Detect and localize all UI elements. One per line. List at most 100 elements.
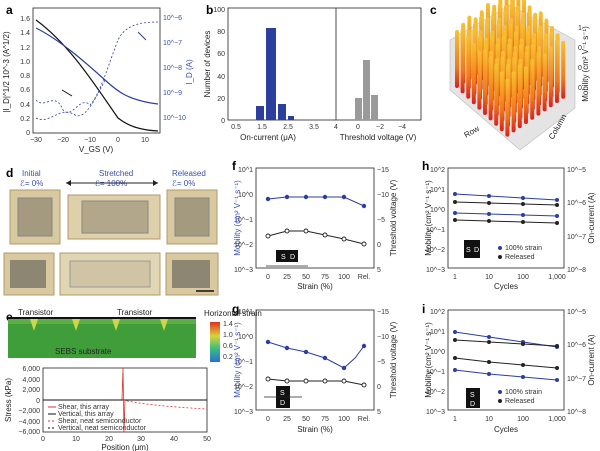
panel-h-legend: 100% strain Released	[498, 245, 542, 261]
panel-b-xlabel-left: On-current (μA)	[240, 133, 296, 142]
svg-text:4,000: 4,000	[22, 377, 40, 384]
panel-f-mobility-line	[267, 196, 365, 207]
svg-text:80: 80	[217, 29, 225, 36]
panel-a-log-curve	[35, 27, 159, 105]
svg-text:1.4: 1.4	[223, 321, 233, 328]
panel-f-xlabel: Strain (%)	[297, 282, 333, 291]
svg-text:50: 50	[302, 274, 310, 281]
panel-f: f 10^1 10^0 10^−1 10^−2 10^−3 −15 −10 −5…	[232, 159, 398, 291]
panel-b-xticks-right: 4 0 −2 −4	[334, 124, 406, 131]
panel-e-neat-line	[122, 399, 208, 410]
panel-d-photo-micro-stretched-film	[69, 260, 151, 288]
pillar	[471, 43, 476, 105]
svg-text:75: 75	[321, 416, 329, 423]
svg-text:10^−8: 10^−8	[567, 267, 586, 274]
svg-text:6,000: 6,000	[22, 366, 40, 373]
panel-d-stretched: Stretched	[99, 169, 133, 178]
panel-f-sd-device	[276, 250, 298, 262]
panel-i-xticks: 1 10 100 1,000	[453, 416, 566, 423]
panel-d-photo-stretched-film	[81, 200, 149, 234]
svg-text:−6,000: −6,000	[18, 429, 40, 436]
panel-e-ylabel: Stress (kPa)	[4, 378, 13, 422]
svg-text:4: 4	[334, 124, 338, 131]
pillar	[536, 51, 541, 116]
panel-g: g 10^1 10^0 10^−1 10^−2 10^−3 −15 −10 −5…	[232, 302, 398, 434]
svg-text:0.6: 0.6	[223, 343, 233, 350]
svg-text:−2: −2	[376, 124, 384, 131]
svg-text:1.0: 1.0	[20, 59, 30, 66]
svg-text:0: 0	[26, 130, 30, 137]
svg-text:20: 20	[105, 436, 113, 443]
svg-text:1.4: 1.4	[20, 30, 30, 37]
svg-text:100: 100	[338, 416, 350, 423]
svg-text:10^2: 10^2	[430, 167, 445, 174]
svg-text:10^−3: 10^−3	[426, 409, 445, 416]
svg-text:10^−3: 10^−3	[426, 267, 445, 274]
svg-text:0: 0	[266, 416, 270, 423]
pillar	[517, 64, 522, 129]
panel-b-bar	[371, 95, 378, 120]
panel-f-sd-d: D	[290, 254, 295, 261]
svg-text:0.6: 0.6	[20, 87, 30, 94]
panel-e-yticks: 6,000 4,000 2,000 0 −2,000 −4,000 −6,000	[18, 366, 40, 436]
panel-d-initial-strain: ℰ= 0%	[20, 179, 43, 188]
panel-i-points	[453, 330, 559, 382]
svg-text:0: 0	[36, 398, 40, 405]
pillar	[524, 66, 528, 124]
svg-text:0.2: 0.2	[223, 354, 233, 361]
panel-h-xlabel: Cycles	[494, 282, 518, 291]
svg-text:0: 0	[377, 384, 381, 391]
panel-e-legend-title: Horizontal strain	[204, 309, 262, 318]
panel-b-bar	[363, 60, 370, 120]
svg-text:1.6: 1.6	[20, 16, 30, 23]
panel-h-series	[454, 219, 558, 224]
pillar	[505, 78, 510, 137]
svg-text:−15: −15	[377, 309, 389, 316]
panel-g-sd-s: S	[280, 390, 285, 397]
panel-a-yticks: 1.6 1.4 1.2 1.0 0.8 0.6 0.4 0.2 0	[20, 16, 30, 137]
pillar	[494, 63, 499, 126]
svg-text:−10: −10	[377, 192, 389, 199]
panel-h-ylabel: Mobility (cm² V⁻¹ s⁻¹)	[424, 180, 433, 256]
svg-text:10^−5: 10^−5	[567, 167, 586, 174]
panel-g-sd-d: D	[280, 400, 285, 407]
svg-text:30: 30	[137, 436, 145, 443]
panel-f-mobility-points	[265, 194, 367, 209]
panel-b-axes	[227, 7, 422, 121]
panel-b-label: b	[206, 3, 213, 17]
svg-text:10^−6: 10^−6	[567, 200, 586, 207]
panel-h-series	[454, 201, 558, 206]
panel-d-photo-initial-film	[17, 197, 53, 237]
svg-text:1: 1	[578, 25, 582, 32]
svg-text:1: 1	[453, 416, 457, 423]
svg-text:Released: Released	[505, 254, 535, 261]
svg-text:3.5: 3.5	[309, 124, 319, 131]
svg-text:50: 50	[302, 416, 310, 423]
svg-text:0: 0	[578, 85, 582, 92]
svg-text:5: 5	[377, 409, 381, 416]
panel-c-zlabel: Mobility (cm² V⁻¹ s⁻¹)	[581, 26, 590, 102]
panel-c-label: c	[430, 3, 437, 17]
panel-g-vth-line	[267, 378, 365, 386]
panel-a-sqrt-curve	[35, 19, 159, 132]
panel-h-series	[454, 193, 558, 201]
panel-c: c Mobility (cm² V⁻¹ s⁻¹) Row Column 1 0 …	[430, 0, 590, 151]
panel-h-ylabel-right: On-current (A)	[587, 192, 596, 243]
panel-b-xticks-left: 0.5 1.5 2.5 3.5	[231, 124, 319, 131]
panel-g-yticks: 10^1 10^0 10^−1 10^−2 10^−3	[234, 309, 253, 416]
svg-text:100: 100	[338, 274, 350, 281]
panel-a-axes	[32, 7, 161, 134]
panel-f-label: f	[232, 159, 237, 173]
panel-h-sd-device	[464, 240, 480, 258]
panel-e-substrate-top	[8, 318, 196, 324]
svg-text:−4,000: −4,000	[18, 419, 40, 426]
svg-text:10^−1: 10^−1	[426, 227, 445, 234]
svg-text:10: 10	[485, 274, 493, 281]
svg-text:40: 40	[170, 436, 178, 443]
svg-text:10^−8: 10^−8	[163, 65, 182, 72]
svg-text:10^−7: 10^−7	[567, 376, 586, 383]
panel-g-vth-points	[265, 376, 367, 388]
pillar	[477, 50, 482, 110]
